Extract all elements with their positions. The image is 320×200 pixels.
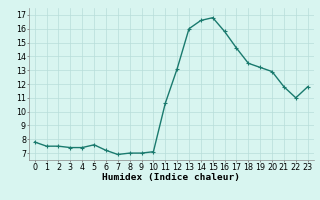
X-axis label: Humidex (Indice chaleur): Humidex (Indice chaleur) [102,173,240,182]
